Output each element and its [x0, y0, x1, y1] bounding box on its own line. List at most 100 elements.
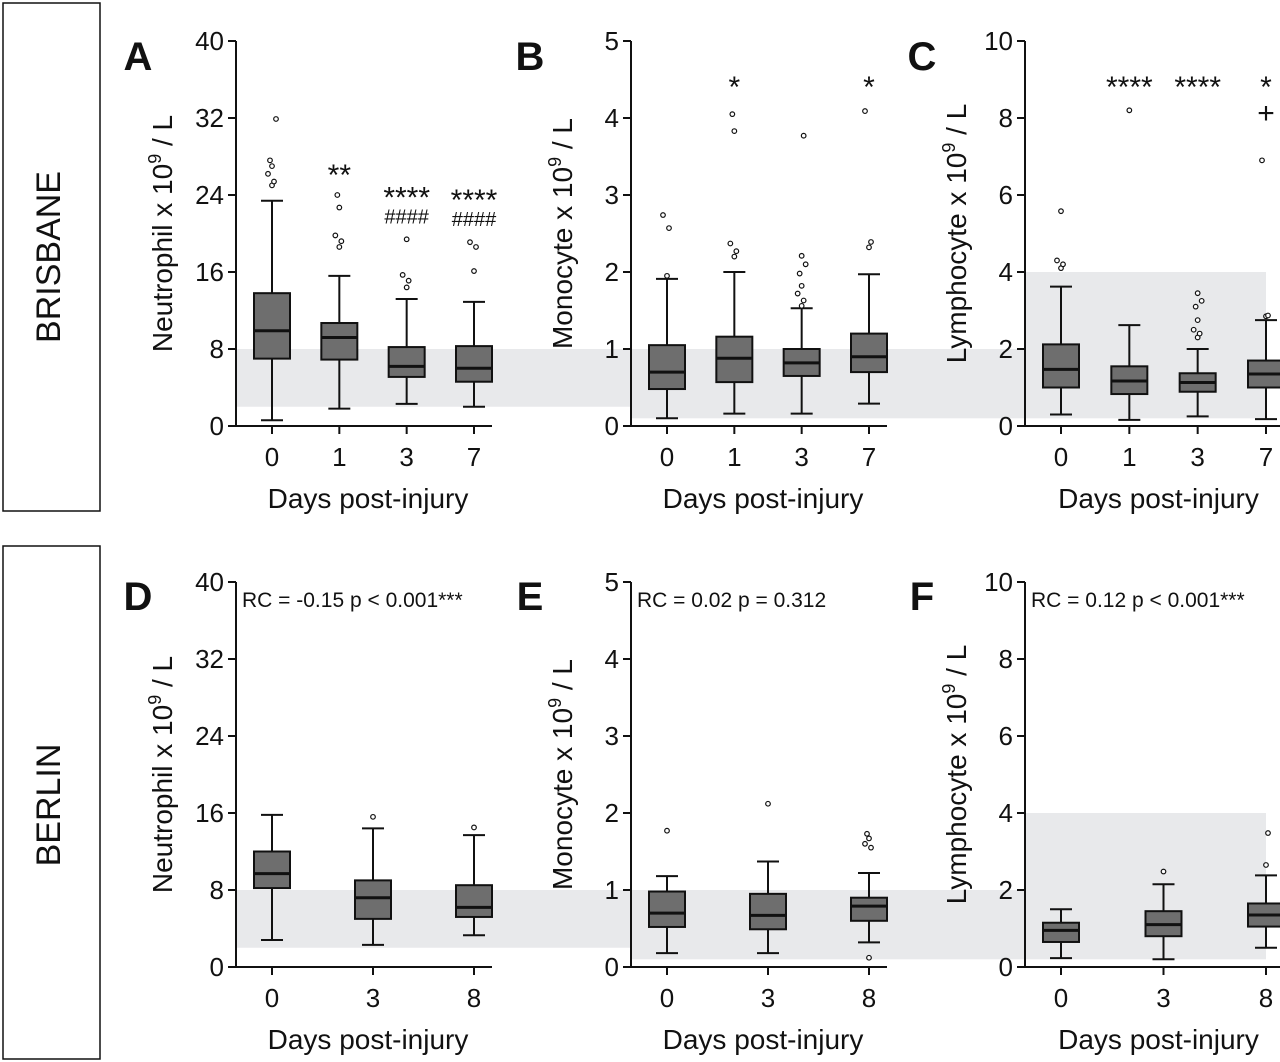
x-axis-label: Days post-injury: [1058, 483, 1259, 514]
significance-stars: ****: [383, 181, 430, 214]
outlier-point: [868, 844, 874, 851]
y-tick-label: 10: [984, 567, 1013, 597]
y-tick-label: 24: [195, 180, 224, 210]
box-8: [455, 824, 493, 937]
outlier-point: [660, 212, 666, 218]
significance-stars: ****: [1174, 71, 1221, 104]
box-iqr: [850, 332, 888, 374]
y-tick-label: 10: [984, 26, 1013, 56]
box-1: [320, 192, 359, 410]
box-0: [253, 813, 291, 942]
outlier-point: [334, 192, 341, 198]
outlier-point: [269, 163, 275, 170]
panel-letter-b: B: [516, 35, 545, 79]
x-tick-label: 8: [1259, 983, 1273, 1013]
x-tick-label: 0: [1054, 442, 1068, 472]
y-axis-label: Neutrophil x 109 / L: [145, 115, 178, 352]
outlier-point: [727, 240, 734, 247]
outlier-point: [862, 108, 868, 114]
x-axis-label: Days post-injury: [1058, 1024, 1259, 1055]
outlier-point: [1265, 312, 1271, 319]
y-tick-label: 4: [605, 103, 619, 133]
outlier-point: [1160, 868, 1167, 875]
box-iqr: [455, 345, 493, 383]
y-axis-label-tail: / L: [547, 118, 578, 157]
y-axis-label-base: Neutrophil x 10: [147, 164, 178, 352]
x-tick-label: 1: [1122, 442, 1136, 472]
y-tick-label: 3: [605, 180, 619, 210]
y-axis-label: Monocyte x 109 / L: [545, 118, 578, 349]
box-iqr: [320, 322, 359, 361]
y-tick-label: 6: [999, 180, 1013, 210]
y-axis-label-base: Lymphocyte x 10: [941, 694, 972, 905]
outlier-point: [765, 800, 771, 807]
outlier-point: [336, 244, 343, 250]
box-1: [1110, 107, 1149, 421]
box-iqr: [1042, 343, 1080, 389]
outlier-point: [794, 290, 801, 297]
y-tick-label: 8: [999, 103, 1013, 133]
y-tick-label: 16: [195, 798, 224, 828]
stats-text: RC = 0.02 p = 0.312: [637, 589, 826, 612]
box-8: [1247, 830, 1280, 949]
outlier-point: [733, 248, 740, 255]
x-axis-label: Days post-injury: [268, 483, 469, 514]
x-tick-label: 7: [467, 442, 481, 472]
y-axis-label-superscript: 9: [545, 698, 565, 708]
outlier-point: [1060, 261, 1066, 268]
outlier-point: [405, 277, 412, 284]
x-tick-label: 3: [1156, 983, 1170, 1013]
y-tick-label: 5: [605, 26, 619, 56]
outlier-point: [800, 297, 807, 304]
y-tick-label: 2: [605, 798, 619, 828]
box-3: [782, 132, 821, 415]
x-tick-label: 0: [265, 442, 279, 472]
y-tick-label: 2: [999, 334, 1013, 364]
y-tick-label: 0: [999, 952, 1013, 982]
x-tick-label: 0: [660, 983, 674, 1013]
outlier-point: [1265, 830, 1271, 836]
box-iqr: [850, 896, 888, 922]
y-tick-label: 24: [195, 721, 224, 751]
y-tick-label: 40: [195, 567, 224, 597]
outlier-point: [866, 244, 872, 251]
outlier-point: [471, 268, 477, 274]
y-tick-label: 8: [999, 644, 1013, 674]
outlier-point: [1058, 208, 1064, 215]
y-axis-label-base: Monocyte x 10: [547, 708, 578, 890]
box-iqr: [387, 346, 426, 378]
y-axis-label-superscript: 9: [545, 157, 565, 167]
outlier-point: [1194, 317, 1201, 324]
panel-letter-e: E: [517, 575, 544, 619]
outlier-point: [800, 132, 807, 139]
outlier-point: [1198, 297, 1205, 304]
outlier-point: [1194, 290, 1201, 297]
outlier-point: [403, 284, 410, 291]
row-label-brisbane-text: BRISBANE: [30, 171, 68, 343]
box-iqr: [354, 879, 392, 920]
y-axis-label: Monocyte x 109 / L: [545, 659, 578, 890]
y-axis-label-base: Lymphocyte x 10: [941, 153, 972, 364]
outlier-point: [862, 840, 868, 847]
significance-stars: *: [728, 71, 740, 104]
y-axis-label-tail: / L: [147, 656, 178, 695]
y-tick-label: 4: [999, 257, 1013, 287]
box-3: [749, 800, 787, 955]
y-tick-label: 2: [605, 257, 619, 287]
y-tick-label: 1: [605, 875, 619, 905]
x-tick-label: 3: [1190, 442, 1204, 472]
y-tick-label: 32: [195, 644, 224, 674]
outlier-point: [866, 835, 872, 842]
outlier-point: [336, 204, 343, 211]
outlier-point: [473, 244, 479, 250]
x-tick-label: 0: [660, 442, 674, 472]
y-tick-label: 1: [605, 334, 619, 364]
outlier-point: [729, 111, 736, 118]
x-tick-label: 3: [366, 983, 380, 1013]
y-tick-label: 40: [195, 26, 224, 56]
y-axis-label-tail: / L: [941, 645, 972, 684]
outlier-point: [265, 170, 271, 177]
